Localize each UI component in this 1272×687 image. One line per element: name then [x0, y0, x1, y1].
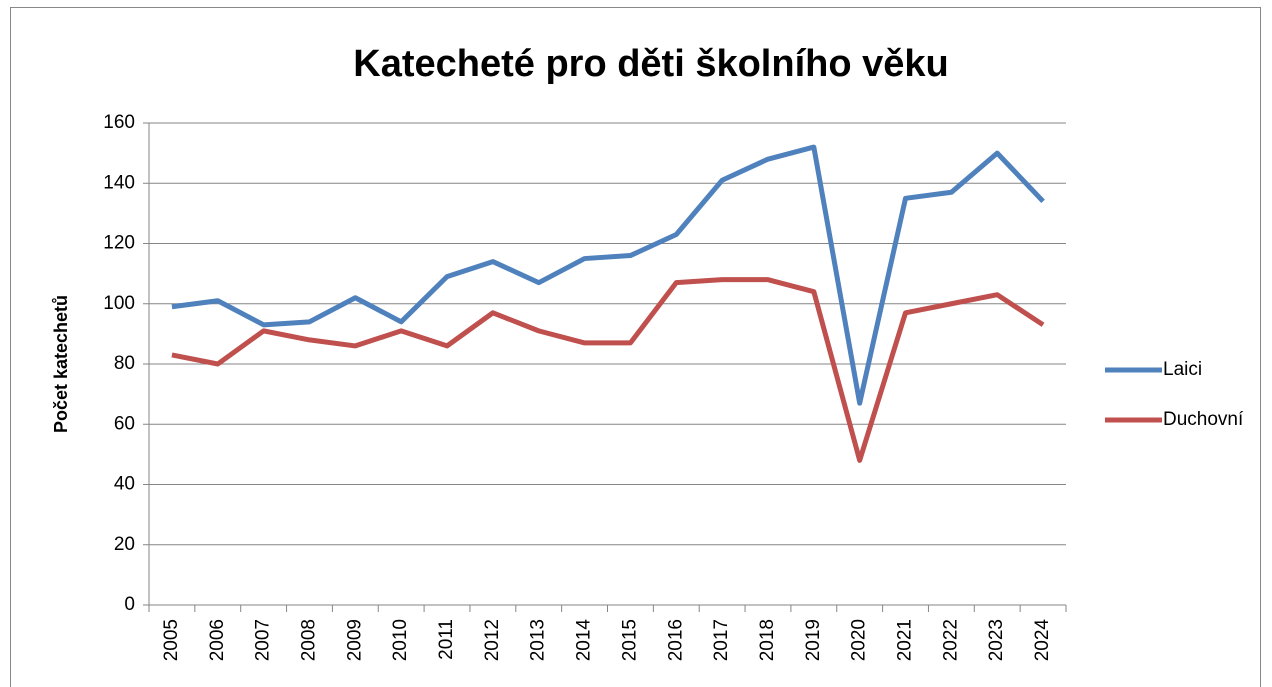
y-tick-label: 40	[114, 474, 135, 495]
x-tick-label: 2019	[803, 619, 824, 661]
x-tick-label: 2009	[344, 619, 365, 661]
x-tick-label: 2020	[849, 619, 870, 661]
x-tick-label: 2011	[436, 619, 457, 660]
x-tick-label: 2013	[528, 619, 549, 661]
y-tick-label: 140	[103, 172, 135, 193]
y-tick-label: 20	[114, 534, 135, 555]
x-tick-label: 2023	[986, 619, 1007, 661]
line-series	[171, 277, 1045, 463]
y-tick-label: 0	[124, 594, 135, 615]
y-tick-label: 120	[103, 233, 135, 254]
x-tick-label: 2016	[665, 619, 686, 661]
x-tick-label: 2007	[253, 619, 274, 661]
x-tick-label: 2010	[390, 619, 411, 661]
line-series	[171, 144, 1045, 406]
chart-border	[10, 7, 1261, 687]
x-tick-label: 2017	[711, 619, 732, 661]
x-tick-label: 2021	[895, 619, 916, 661]
x-tick-label: 2024	[1032, 619, 1053, 662]
x-tick-label: 2015	[619, 619, 640, 661]
y-tick-label: 60	[114, 413, 135, 434]
x-tick-label: 2014	[574, 619, 595, 662]
legend-label: Duchovní	[1163, 409, 1244, 430]
y-tick-label: 80	[114, 353, 135, 374]
x-tick-label: 2008	[298, 619, 319, 661]
y-axis-label: Počet katechetů	[51, 295, 71, 433]
x-tick-label: 2012	[482, 619, 503, 661]
x-tick-label: 2005	[161, 619, 182, 661]
legend-label: Laici	[1163, 359, 1202, 380]
x-tick-label: 2018	[757, 619, 778, 661]
y-tick-label: 160	[103, 112, 135, 133]
x-tick-label: 2022	[940, 619, 961, 661]
y-tick-label: 100	[103, 293, 135, 314]
chart-title: Katecheté pro děti školního věku	[353, 43, 948, 85]
x-tick-label: 2006	[207, 619, 228, 661]
